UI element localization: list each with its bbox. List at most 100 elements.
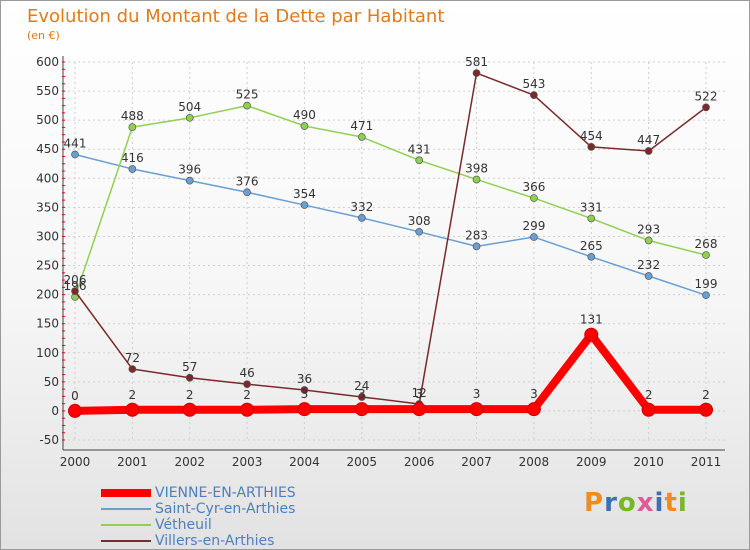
y-tick-label: 500 (36, 113, 59, 127)
data-point (300, 122, 309, 130)
x-tick-label: 2007 (461, 455, 492, 469)
data-label: 376 (236, 174, 259, 188)
data-label: 199 (695, 277, 718, 291)
data-label: 3 (530, 387, 538, 401)
x-tick-label: 2002 (174, 455, 205, 469)
data-label: 3 (301, 387, 309, 401)
data-label: 366 (522, 180, 545, 194)
data-point (644, 272, 653, 280)
data-label: 581 (465, 55, 488, 69)
legend-label: Saint-Cyr-en-Arthies (155, 501, 296, 517)
data-label: 504 (178, 100, 201, 114)
data-point (699, 402, 713, 417)
data-point (472, 175, 481, 184)
data-point (702, 103, 710, 112)
data-point (297, 402, 312, 417)
data-label: 441 (64, 136, 87, 150)
series-line-1 (74, 153, 707, 296)
data-point (526, 402, 541, 417)
series-line-0 (71, 330, 710, 415)
data-label: 525 (236, 88, 259, 102)
legend-swatch (101, 524, 151, 526)
data-label: 3 (473, 387, 481, 401)
data-label: 471 (350, 119, 373, 133)
data-point (243, 380, 251, 389)
data-label: 265 (580, 239, 603, 253)
data-label: 299 (522, 219, 545, 233)
y-tick-label: 550 (36, 84, 59, 98)
data-point (472, 242, 481, 251)
chart-title: Evolution du Montant de la Dette par Hab… (27, 6, 445, 27)
data-label: 57 (182, 360, 197, 374)
data-point (530, 194, 538, 202)
data-label: 36 (297, 372, 312, 386)
data-point (472, 69, 481, 77)
data-label: 447 (637, 133, 660, 147)
data-point (415, 227, 424, 236)
data-point (125, 402, 140, 417)
data-label: 396 (178, 163, 201, 177)
data-point (68, 403, 82, 418)
data-label: 131 (580, 313, 603, 327)
x-tick-label: 2000 (60, 455, 91, 469)
series-line-3 (74, 72, 707, 405)
data-point (71, 287, 79, 295)
y-tick-label: 100 (36, 346, 59, 360)
data-label: 268 (695, 237, 718, 251)
data-point (243, 101, 251, 110)
y-tick-label: 450 (36, 142, 59, 156)
data-label: 431 (408, 142, 431, 156)
legend-label: Vétheuil (155, 517, 212, 533)
x-tick-label: 2011 (691, 455, 722, 469)
y-tick-label: 400 (36, 171, 59, 185)
data-label: 196 (64, 279, 87, 293)
data-point (354, 402, 369, 417)
data-label: 12 (412, 386, 427, 400)
data-label: 3 (358, 387, 366, 401)
data-label: 3 (415, 387, 423, 401)
y-tick-label: 150 (36, 317, 59, 331)
legend-swatch (101, 508, 151, 510)
data-point (185, 176, 194, 185)
y-tick-label: 600 (36, 55, 59, 69)
data-label: 206 (64, 273, 87, 287)
data-point (702, 251, 710, 259)
data-label: 331 (580, 200, 603, 214)
x-tick-label: 2008 (519, 455, 550, 469)
data-point (587, 252, 596, 261)
data-label: 490 (293, 108, 316, 122)
data-label: 522 (695, 89, 718, 103)
y-tick-label: 300 (36, 229, 59, 243)
data-label: 46 (239, 366, 254, 380)
data-point (300, 201, 309, 209)
data-label: 72 (125, 351, 140, 365)
data-label: 308 (408, 214, 431, 228)
data-point (584, 327, 599, 342)
logo-letter: x (636, 488, 655, 518)
data-point (530, 91, 538, 99)
x-tick-label: 2001 (117, 455, 148, 469)
x-tick-label: 2003 (232, 455, 263, 469)
data-point (128, 165, 137, 173)
legend-swatch (101, 489, 151, 497)
data-point (530, 233, 538, 241)
data-point (128, 123, 137, 131)
data-label: 293 (637, 223, 660, 237)
data-point (587, 214, 596, 223)
data-point (300, 386, 309, 394)
data-label: 488 (121, 109, 144, 123)
data-point (243, 188, 251, 197)
data-label: 2 (702, 388, 710, 402)
data-label: 2 (186, 388, 194, 402)
data-point (357, 393, 366, 401)
data-label: 2 (645, 388, 653, 402)
x-tick-label: 2005 (347, 455, 378, 469)
logo-letter: i (677, 488, 688, 518)
data-point (587, 143, 596, 151)
data-point (644, 236, 653, 245)
data-point (185, 113, 194, 122)
logo-letter: t (664, 488, 678, 518)
legend-label: VIENNE-EN-ARTHIES (155, 485, 296, 501)
